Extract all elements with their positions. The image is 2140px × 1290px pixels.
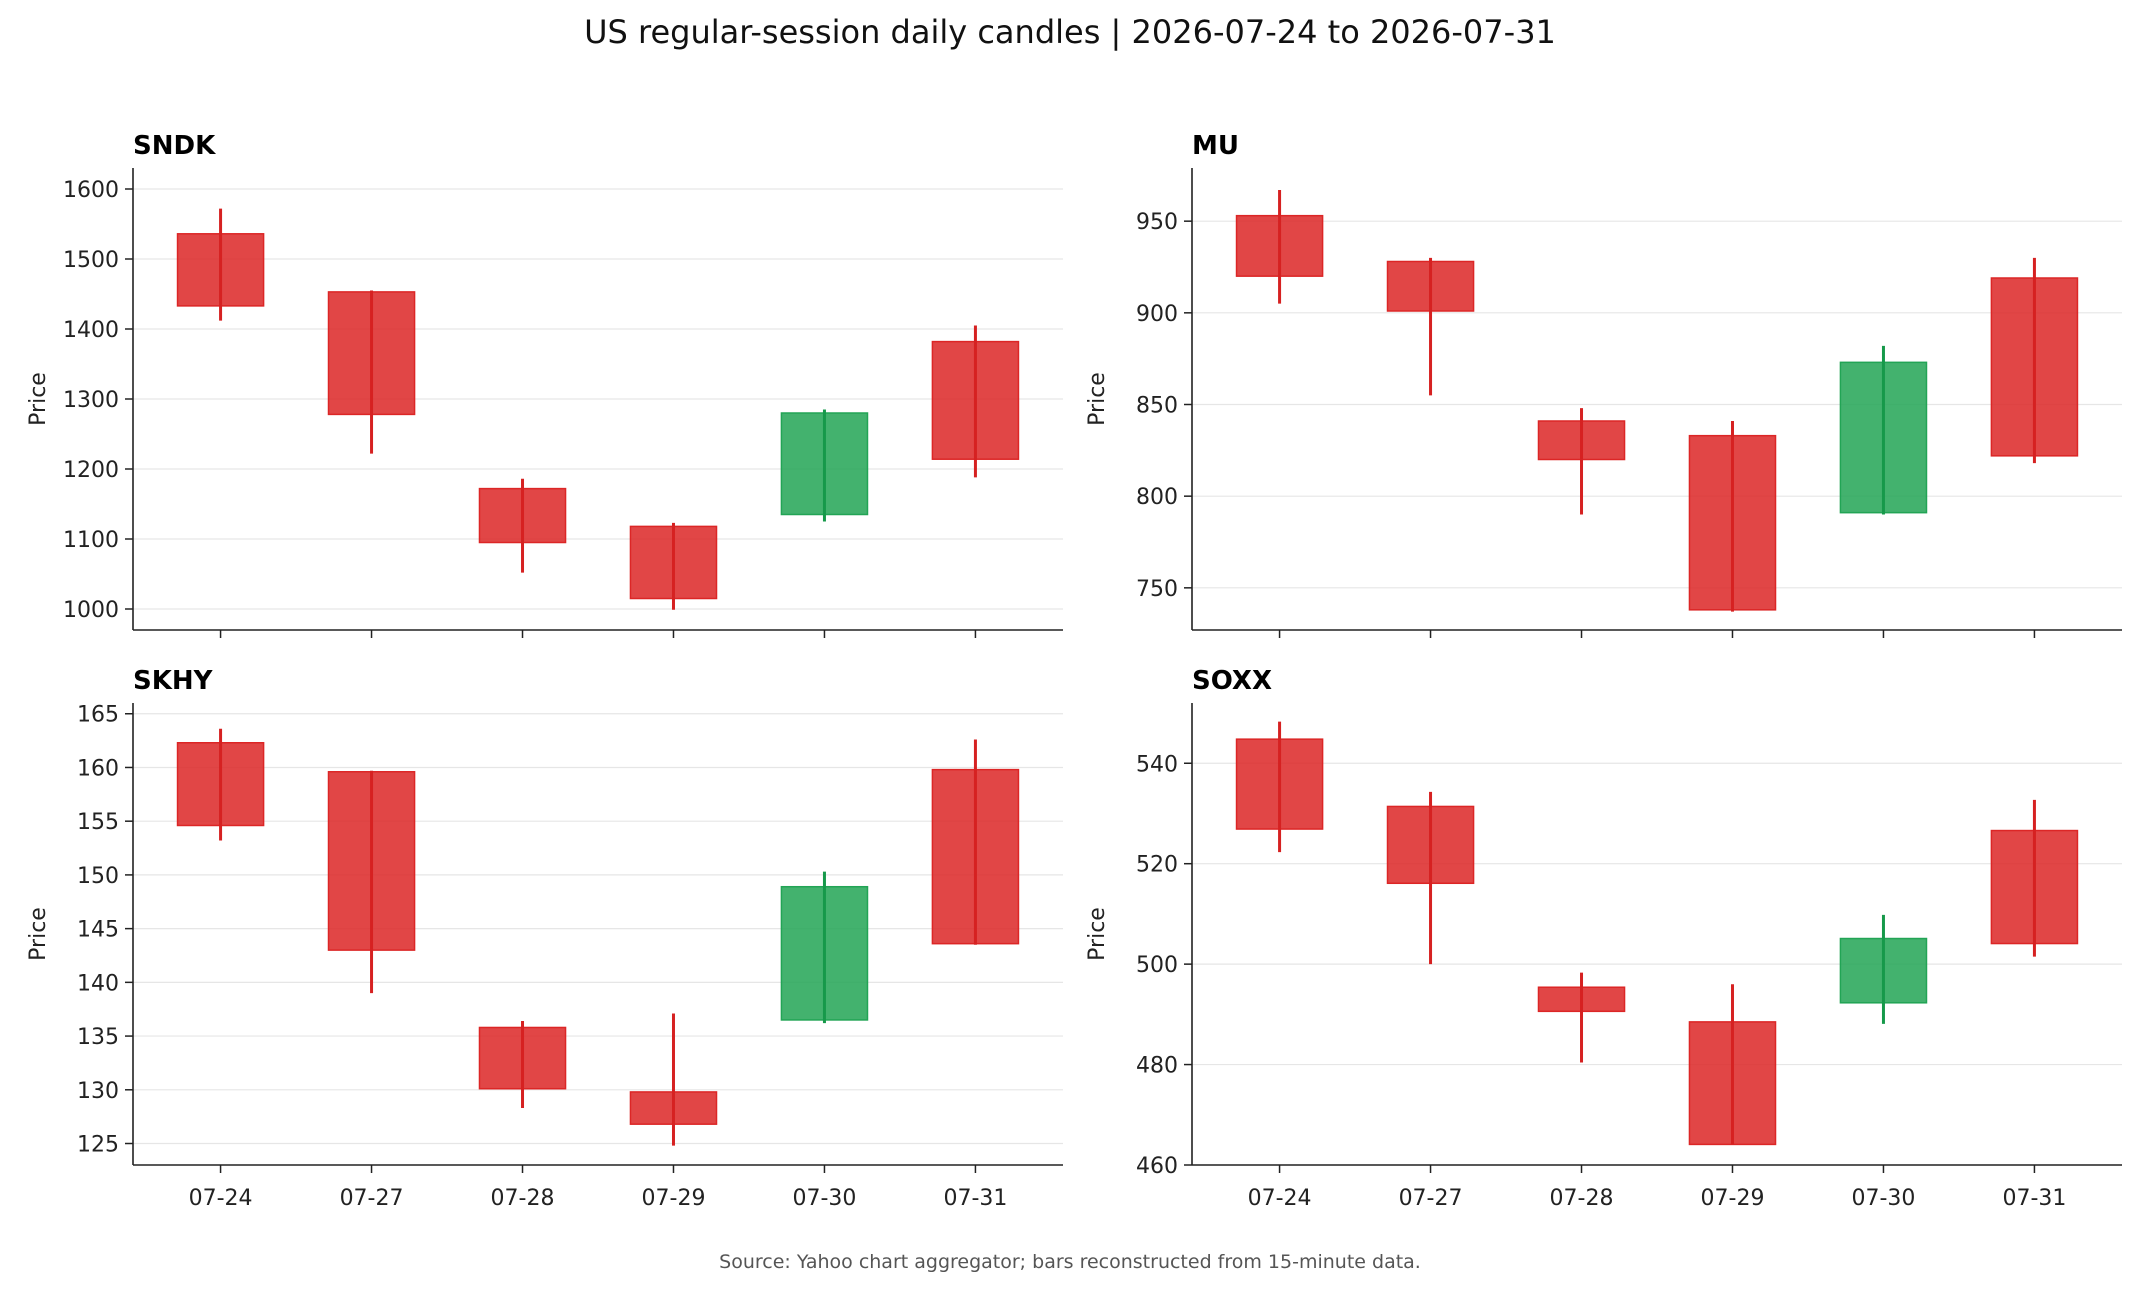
y-axis-label: Price — [26, 372, 51, 426]
panel-title-sndk: SNDK — [133, 131, 216, 161]
y-axis-label: Price — [26, 907, 51, 961]
y-tick-label: 1100 — [63, 528, 119, 553]
y-tick-label: 135 — [77, 1025, 119, 1050]
panel-title-skhy: SKHY — [133, 666, 214, 696]
x-tick-label: 07-24 — [1248, 1186, 1312, 1211]
y-tick-label: 500 — [1136, 953, 1178, 978]
y-tick-label: 800 — [1136, 485, 1178, 510]
y-tick-label: 140 — [77, 971, 119, 996]
y-tick-label: 1200 — [63, 458, 119, 483]
y-tick-label: 1300 — [63, 388, 119, 413]
figure-title: US regular-session daily candles | 2026-… — [584, 13, 1556, 51]
y-tick-label: 950 — [1136, 210, 1178, 235]
y-tick-label: 160 — [77, 756, 119, 781]
x-tick-label: 07-31 — [943, 1186, 1007, 1211]
y-tick-label: 125 — [77, 1133, 119, 1158]
x-tick-label: 07-30 — [792, 1186, 856, 1211]
y-tick-label: 1000 — [63, 598, 119, 623]
x-tick-label: 07-31 — [2002, 1186, 2066, 1211]
y-axis-label: Price — [1085, 907, 1110, 961]
y-tick-label: 155 — [77, 810, 119, 835]
x-tick-label: 07-28 — [1550, 1186, 1614, 1211]
x-tick-label: 07-27 — [1399, 1186, 1463, 1211]
y-tick-label: 1500 — [63, 248, 119, 273]
source-footnote: Source: Yahoo chart aggregator; bars rec… — [719, 1251, 1421, 1273]
panel-skhy: SKHY Price 125 130 135 140 145 150 155 160 165 07-2… — [26, 666, 1063, 1211]
y-tick-label: 1600 — [63, 178, 119, 203]
panel-mu: MU Price 750 800 850 900 950 — [1085, 131, 2122, 638]
panel-title-mu: MU — [1192, 131, 1239, 161]
x-tick-label: 07-27 — [340, 1186, 404, 1211]
y-tick-label: 150 — [77, 864, 119, 889]
x-tick-label: 07-24 — [189, 1186, 253, 1211]
x-tick-label: 07-30 — [1851, 1186, 1915, 1211]
y-tick-label: 480 — [1136, 1054, 1178, 1079]
x-tick-label: 07-28 — [491, 1186, 555, 1211]
y-tick-label: 900 — [1136, 302, 1178, 327]
y-tick-label: 750 — [1136, 577, 1178, 602]
y-tick-label: 1400 — [63, 318, 119, 343]
y-tick-label: 540 — [1136, 752, 1178, 777]
y-tick-label: 520 — [1136, 853, 1178, 878]
panel-title-soxx: SOXX — [1192, 666, 1272, 696]
y-tick-label: 850 — [1136, 394, 1178, 419]
panel-soxx: SOXX Price 460 480 500 520 540 07-24 07-27 07-28 0… — [1085, 666, 2122, 1211]
y-tick-label: 130 — [77, 1079, 119, 1104]
panel-sndk: SNDK Price 1000 1100 1200 1300 1400 1500 1600 — [26, 131, 1063, 638]
y-tick-label: 460 — [1136, 1154, 1178, 1179]
y-axis-label: Price — [1085, 372, 1110, 426]
y-tick-label: 145 — [77, 918, 119, 943]
x-tick-label: 07-29 — [642, 1186, 706, 1211]
x-tick-label: 07-29 — [1701, 1186, 1765, 1211]
y-tick-label: 165 — [77, 703, 119, 728]
